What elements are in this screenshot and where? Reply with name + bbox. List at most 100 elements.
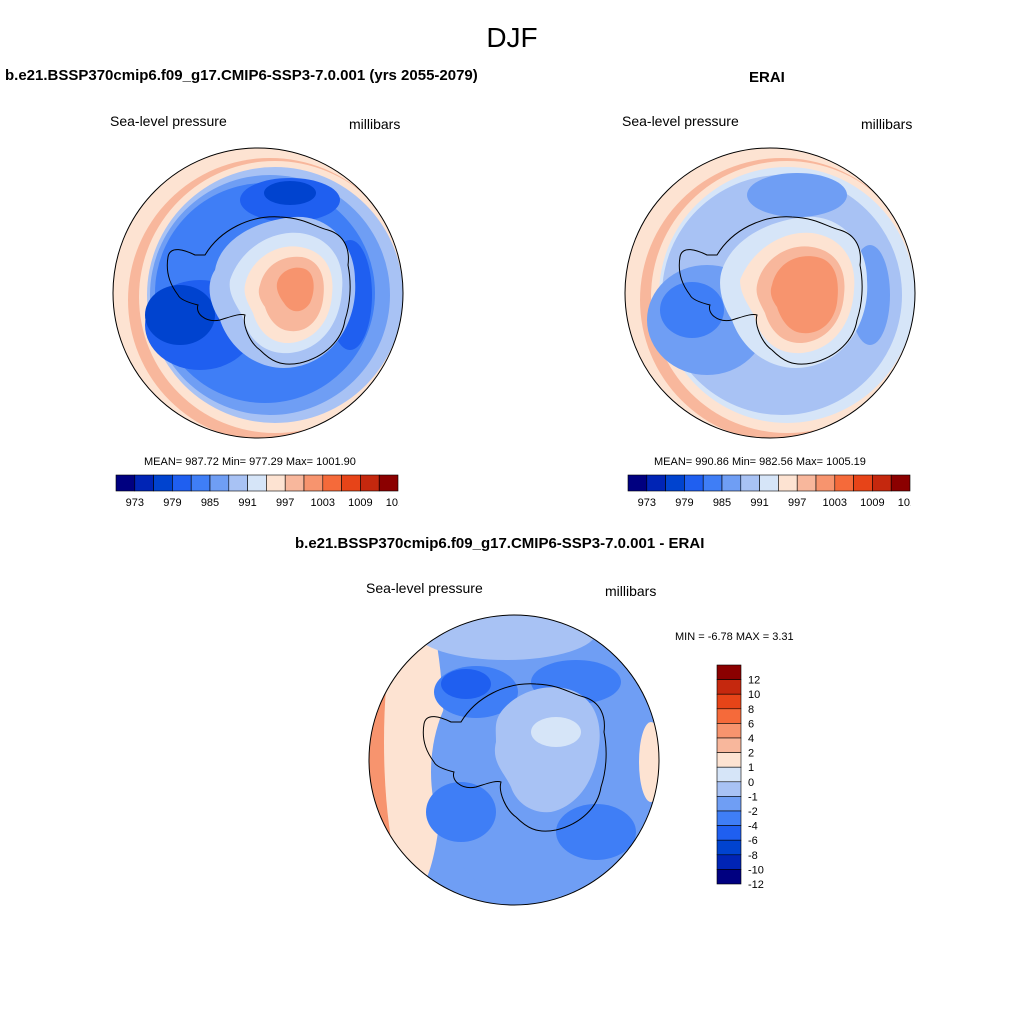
colorbar-swatch — [322, 474, 342, 492]
low-pressure-core-2 — [264, 181, 316, 205]
panel-1-map — [112, 147, 404, 439]
colorbar-tick-label: -6 — [748, 835, 758, 847]
colorbar-swatch — [716, 679, 742, 695]
panel-2-map — [624, 147, 916, 439]
colorbar-swatch — [716, 737, 742, 753]
colorbar-swatch — [684, 474, 704, 492]
antarctica-coastline — [166, 216, 351, 365]
colorbar-swatch — [716, 752, 742, 768]
negative-anomaly-4 — [556, 804, 636, 860]
colorbar-tick-label: 12 — [748, 675, 760, 687]
colorbar-tick-label: 0 — [748, 777, 754, 789]
panel-1-stats: MEAN= 987.72 Min= 977.29 Max= 1001.90 — [144, 456, 356, 468]
panel-3-units-label: millibars — [605, 583, 657, 599]
colorbar-tick-label: 1003 — [823, 497, 847, 509]
colorbar-tick-label: 2 — [748, 748, 754, 760]
interior-near-zero — [531, 717, 581, 747]
colorbar-tick-label: 1003 — [311, 497, 335, 509]
colorbar-tick-label: 4 — [748, 733, 754, 745]
colorbar-swatch — [759, 474, 779, 492]
colorbar-swatch — [266, 474, 286, 492]
colorbar-tick-label: 1015 — [386, 497, 399, 509]
colorbar-swatch — [834, 474, 854, 492]
colorbar-swatch — [716, 825, 742, 841]
colorbar-swatch — [716, 810, 742, 826]
colorbar-tick-label: 973 — [126, 497, 144, 509]
colorbar-swatch — [284, 474, 305, 492]
colorbar-swatch — [190, 474, 211, 492]
colorbar-tick-label: 973 — [638, 497, 656, 509]
colorbar-tick-label: -10 — [748, 864, 764, 876]
colorbar-tick-label: 1009 — [860, 497, 884, 509]
colorbar-tick-label: -4 — [748, 821, 758, 833]
panel-2-stats: MEAN= 990.86 Min= 982.56 Max= 1005.19 — [654, 456, 866, 468]
panel-2-colorbar: 973 979 985 991 997 1003 1009 1015 — [627, 474, 911, 509]
colorbar-swatch — [716, 781, 742, 797]
colorbar-tick-label: 1009 — [348, 497, 372, 509]
colorbar-tick-label: -8 — [748, 850, 758, 862]
colorbar-swatch — [172, 474, 192, 492]
map-border — [112, 147, 404, 439]
colorbar-swatch — [378, 474, 399, 492]
colorbar-tick-label: 10 — [748, 689, 760, 701]
low-pressure-core-1 — [145, 285, 215, 345]
high-pressure-core — [770, 256, 838, 334]
colorbar-swatch — [646, 474, 666, 492]
panel-3-variable-label: Sea-level pressure — [366, 580, 483, 596]
map-border — [624, 147, 916, 439]
interior-weak-negative — [494, 687, 600, 813]
colorbar-swatch — [716, 708, 742, 724]
colorbar-swatch — [702, 474, 723, 492]
low-pressure-2 — [747, 173, 847, 217]
colorbar-swatch — [665, 474, 685, 492]
colorbar-swatch — [721, 474, 742, 492]
panel-3-map — [368, 614, 660, 906]
colorbar-swatch — [716, 664, 742, 680]
colorbar-swatch — [872, 474, 892, 492]
colorbar-tick-label: 6 — [748, 718, 754, 730]
colorbar-swatch — [716, 839, 742, 856]
colorbar-tick-label: 991 — [750, 497, 768, 509]
colorbar-tick-label: -2 — [748, 806, 758, 818]
panel-1-colorbar: 973 979 985 991 997 1003 1009 1015 — [115, 474, 399, 509]
panel-1-variable-label: Sea-level pressure — [110, 113, 227, 129]
colorbar-swatch — [716, 693, 742, 710]
figure-title: DJF — [486, 22, 538, 53]
colorbar-swatch — [209, 474, 230, 492]
colorbar-tick-label: 997 — [788, 497, 806, 509]
colorbar-tick-label: -12 — [748, 879, 764, 891]
colorbar-swatch — [247, 474, 267, 492]
colorbar-swatch — [716, 723, 742, 739]
colorbar-tick-label: 8 — [748, 704, 754, 716]
colorbar-tick-label: 1 — [748, 762, 754, 774]
colorbar-tick-label: 997 — [276, 497, 294, 509]
colorbar-swatch — [716, 854, 742, 870]
colorbar-swatch — [778, 474, 798, 492]
colorbar-tick-label: 985 — [713, 497, 731, 509]
colorbar-tick-label: 1015 — [898, 497, 911, 509]
colorbar-swatch — [890, 474, 911, 492]
negative-anomaly-core-1 — [441, 669, 491, 699]
colorbar-tick-label: 979 — [675, 497, 693, 509]
panel-1-title: b.e21.BSSP370cmip6.f09_g17.CMIP6-SSP3-7.… — [5, 67, 478, 84]
negative-anomaly-3 — [426, 782, 496, 842]
colorbar-swatch — [796, 474, 817, 492]
panel-2-title: ERAI — [749, 69, 785, 86]
colorbar-tick-label: 991 — [238, 497, 256, 509]
colorbar-swatch — [115, 474, 136, 492]
panel-2-units-label: millibars — [861, 116, 913, 132]
colorbar-swatch — [360, 474, 380, 492]
colorbar-tick-label: 985 — [201, 497, 219, 509]
colorbar-swatch — [716, 796, 742, 812]
colorbar-swatch — [716, 869, 742, 885]
low-pressure-core-1 — [660, 282, 724, 338]
colorbar-swatch — [341, 474, 361, 492]
colorbar-swatch — [740, 474, 760, 492]
colorbar-swatch — [134, 474, 154, 492]
colorbar-swatch — [153, 474, 173, 492]
colorbar-swatch — [716, 766, 742, 783]
panel-1-units-label: millibars — [349, 116, 401, 132]
colorbar-tick-label: -1 — [748, 791, 758, 803]
colorbar-swatch — [627, 474, 648, 492]
